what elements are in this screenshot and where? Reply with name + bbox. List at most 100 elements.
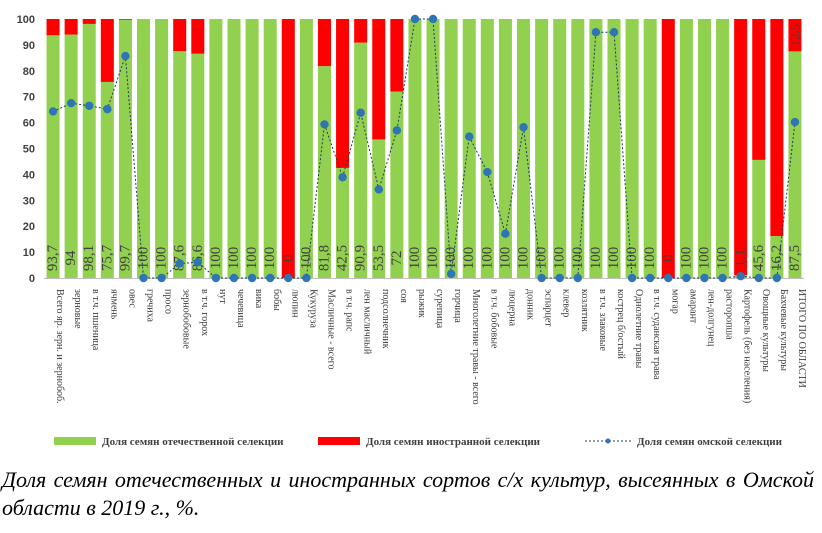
data-label: 1,1 — [733, 249, 749, 268]
omsk-point — [664, 273, 673, 283]
bar-foreign — [281, 19, 295, 278]
bar-domestic — [607, 19, 621, 278]
bar-domestic — [426, 19, 440, 278]
bar-domestic — [64, 34, 78, 278]
omsk-point — [211, 273, 221, 283]
bar-domestic — [498, 19, 512, 278]
data-label: 86,6 — [190, 244, 206, 271]
x-tick-label: в т.ч. пшеница — [90, 289, 101, 351]
x-tick-label: ячмень — [108, 289, 119, 320]
y-tick-label: 70 — [23, 92, 35, 104]
omsk-point — [265, 273, 275, 283]
data-label: 100 — [443, 247, 459, 270]
bar-foreign — [734, 19, 748, 276]
bar-domestic — [462, 19, 476, 278]
data-label: 16,2 — [769, 245, 785, 271]
legend-marker — [605, 438, 611, 444]
bar-domestic — [716, 19, 730, 278]
data-label: 94 — [63, 250, 79, 266]
bar-foreign — [173, 19, 187, 52]
bar-domestic — [390, 91, 404, 279]
x-tick-label: Бахчевые культуры — [778, 289, 789, 371]
x-tick-label: могар — [669, 289, 680, 314]
x-tick-label: бобы — [271, 289, 282, 311]
y-tick-label: 80 — [23, 66, 35, 78]
x-tick-label: гречиха — [145, 289, 156, 323]
bar-foreign — [100, 19, 114, 82]
omsk-point — [772, 273, 782, 283]
legend: Доля семян отечественной селекции Доля се… — [54, 436, 783, 448]
bar-foreign — [752, 19, 766, 160]
bar-foreign — [372, 19, 386, 140]
data-label: 100 — [425, 247, 441, 270]
bar-domestic — [517, 19, 531, 278]
x-tick-label: люпин — [289, 289, 300, 318]
omsk-point — [302, 273, 311, 283]
omsk-point — [718, 273, 727, 283]
bar-foreign — [770, 19, 784, 237]
x-tick-label: Овощные культуры — [760, 289, 771, 372]
bar-foreign — [82, 19, 96, 24]
omsk-point — [754, 273, 763, 283]
x-tick-label: просо — [163, 289, 174, 314]
x-tick-label: клевер — [561, 289, 572, 317]
bar-domestic — [227, 19, 241, 278]
figure-caption: Доля семян отечественных и иностранных с… — [2, 467, 814, 520]
bar-domestic — [263, 19, 277, 278]
bar-foreign — [788, 19, 802, 52]
omsk-point — [193, 258, 203, 267]
omsk-point — [682, 273, 691, 283]
omsk-point — [338, 173, 347, 182]
omsk-point — [736, 271, 745, 281]
omsk-point — [284, 273, 293, 283]
legend-item-omsk: Доля семян омской селекции — [585, 436, 783, 448]
bar-domestic — [299, 19, 313, 278]
omsk-point — [247, 273, 257, 283]
bar-domestic — [480, 19, 494, 278]
omsk-point — [446, 269, 456, 279]
data-label: 100 — [642, 247, 658, 270]
y-tick-label: 90 — [23, 40, 35, 52]
legend-item-domestic: Доля семян отечественной селекции — [54, 436, 284, 448]
omsk-point — [519, 123, 528, 132]
omsk-point — [157, 273, 166, 283]
data-label: 90,9 — [353, 245, 369, 271]
legend-swatch — [54, 437, 96, 445]
x-tick-label: подсолнечник — [380, 289, 391, 349]
data-label: 100 — [715, 247, 731, 270]
x-tick-label: ИТОГО ПО ОБЛАСТИ — [796, 289, 807, 388]
omsk-point — [48, 107, 58, 116]
omsk-point — [428, 14, 438, 24]
x-tick-label: лен-долгунец — [705, 289, 716, 347]
y-tick-label: 40 — [23, 169, 35, 181]
y-tick-label: 30 — [23, 195, 35, 207]
x-axis-category-labels: Всего яр. зерн. и зернобоб. зерновые в т.ч… — [54, 289, 807, 405]
x-tick-label: зерновые — [72, 289, 83, 329]
omsk-point — [501, 229, 510, 238]
bar-foreign — [317, 19, 331, 67]
omsk-point — [374, 185, 383, 194]
omsk-point — [229, 273, 239, 283]
x-tick-label: козлятник — [579, 289, 590, 332]
x-tick-label: в т.ч. бобовые — [488, 289, 499, 349]
bar-domestic — [788, 51, 802, 278]
data-label: 100 — [298, 247, 314, 270]
data-label: 100 — [154, 247, 170, 270]
data-label: 42,5 — [335, 245, 351, 271]
x-tick-label: соя — [398, 289, 409, 303]
data-label: 75,7 — [99, 244, 115, 271]
bar-domestic — [643, 19, 657, 278]
omsk-point — [573, 273, 583, 283]
data-label: 100 — [516, 247, 532, 270]
x-tick-label: в т.ч. суданская трава — [651, 289, 662, 380]
omsk-selection-points — [48, 14, 800, 283]
bar-foreign — [46, 19, 60, 36]
bar-domestic — [589, 19, 603, 278]
data-label: 100 — [678, 247, 694, 270]
bar-domestic — [245, 19, 259, 278]
legend-label: Доля семян иностранной селекции — [366, 436, 541, 448]
bar-domestic — [100, 81, 114, 278]
data-label: 100 — [570, 247, 586, 270]
x-tick-label: люцерна — [506, 289, 517, 327]
bar-domestic — [535, 19, 549, 278]
